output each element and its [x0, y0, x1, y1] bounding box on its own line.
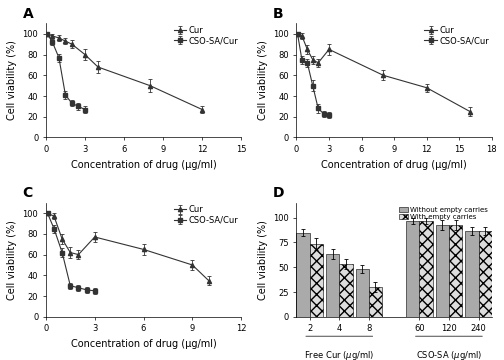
- Bar: [339, 264, 352, 317]
- Y-axis label: Cell viability (%): Cell viability (%): [258, 220, 268, 300]
- X-axis label: Concentration of drug (μg/ml): Concentration of drug (μg/ml): [321, 160, 467, 170]
- Y-axis label: Cell viability (%): Cell viability (%): [7, 220, 17, 300]
- Bar: [419, 221, 432, 317]
- Legend: Without empty carries, With empty carries: Without empty carries, With empty carrie…: [399, 206, 488, 221]
- Bar: [449, 225, 462, 317]
- Text: C: C: [23, 186, 33, 201]
- Y-axis label: Cell viability (%): Cell viability (%): [258, 41, 268, 120]
- Bar: [478, 230, 492, 317]
- Y-axis label: Cell viability (%): Cell viability (%): [7, 41, 17, 120]
- Bar: [356, 269, 369, 317]
- Text: A: A: [23, 7, 33, 21]
- Bar: [465, 230, 478, 317]
- X-axis label: Concentration of drug (μg/ml): Concentration of drug (μg/ml): [71, 339, 216, 349]
- Bar: [326, 254, 339, 317]
- Legend: Cur, CSO-SA/Cur: Cur, CSO-SA/Cur: [173, 25, 239, 46]
- Legend: Cur, CSO-SA/Cur: Cur, CSO-SA/Cur: [173, 204, 239, 225]
- Bar: [309, 244, 323, 317]
- Text: D: D: [273, 186, 285, 201]
- Text: Free Cur ($\mu$g/ml): Free Cur ($\mu$g/ml): [304, 349, 374, 360]
- Bar: [406, 221, 419, 317]
- Legend: Cur, CSO-SA/Cur: Cur, CSO-SA/Cur: [424, 25, 490, 46]
- Text: B: B: [273, 7, 284, 21]
- Bar: [435, 225, 449, 317]
- X-axis label: Concentration of drug (μg/ml): Concentration of drug (μg/ml): [71, 160, 216, 170]
- Text: CSO-SA ($\mu$g/ml): CSO-SA ($\mu$g/ml): [416, 349, 482, 360]
- Bar: [296, 233, 309, 317]
- Bar: [369, 287, 382, 317]
